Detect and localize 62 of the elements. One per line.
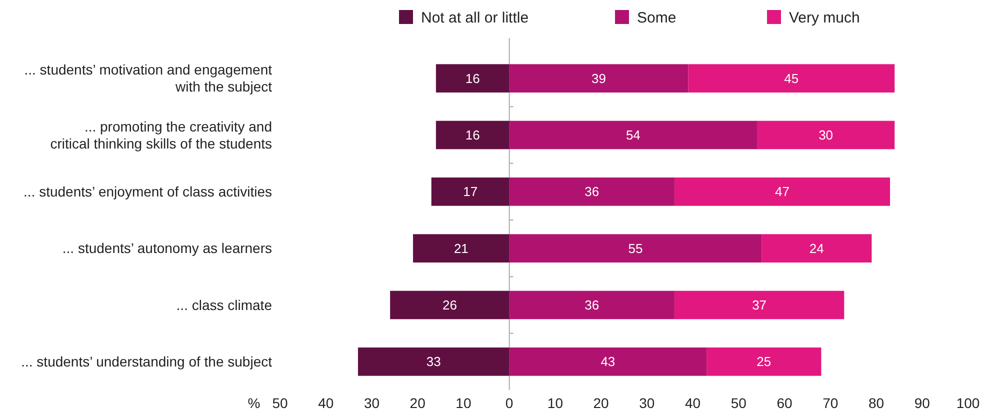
y-tick-label: ... students’ autonomy as learners bbox=[62, 240, 272, 256]
y-tick-label: ... students’ motivation and engagement with the subject bbox=[24, 62, 272, 95]
data-label: 25 bbox=[756, 354, 772, 370]
bar bbox=[413, 234, 510, 262]
x-tick-label: 100 bbox=[956, 395, 980, 411]
x-tick-label: 50 bbox=[272, 395, 288, 411]
data-label: 16 bbox=[465, 128, 480, 143]
bar bbox=[390, 290, 510, 320]
bar bbox=[688, 64, 895, 92]
x-axis-title: % bbox=[248, 395, 260, 411]
bar bbox=[431, 178, 510, 206]
x-tick-label: 90 bbox=[914, 395, 930, 411]
data-label: 21 bbox=[454, 240, 468, 256]
bar bbox=[358, 348, 510, 376]
bar bbox=[762, 234, 872, 262]
data-label: 47 bbox=[775, 184, 790, 200]
x-tick-label: 10 bbox=[547, 395, 564, 411]
x-tick-label: 20 bbox=[593, 395, 610, 411]
x-tick-label: 40 bbox=[685, 395, 701, 411]
bar bbox=[509, 348, 707, 376]
bar bbox=[509, 64, 688, 92]
data-label: 26 bbox=[442, 298, 457, 313]
legend-label: Not at all or little bbox=[421, 9, 529, 26]
x-tick-label: 30 bbox=[364, 395, 380, 411]
data-label: 37 bbox=[752, 298, 767, 313]
bar bbox=[509, 178, 674, 206]
data-label: 36 bbox=[584, 184, 600, 200]
data-label: 30 bbox=[818, 128, 834, 143]
bar bbox=[436, 120, 510, 150]
y-tick-label: ... promoting the creativity and critical thinking skills of the students bbox=[50, 118, 272, 152]
legend-label: Very much bbox=[789, 9, 860, 26]
data-label: 45 bbox=[784, 70, 799, 86]
data-label: 54 bbox=[626, 128, 640, 143]
bar bbox=[509, 290, 674, 320]
bar bbox=[757, 120, 895, 150]
bar bbox=[509, 234, 762, 262]
data-label: 55 bbox=[628, 240, 643, 256]
data-label: 24 bbox=[809, 240, 824, 256]
data-label: 43 bbox=[600, 354, 616, 370]
x-tick-label: 60 bbox=[776, 395, 793, 411]
legend-label: Some bbox=[637, 9, 676, 26]
data-label: 33 bbox=[426, 354, 441, 370]
data-label: 36 bbox=[584, 298, 600, 313]
x-tick-label: 40 bbox=[318, 395, 334, 411]
y-tick-label: ... students’ understanding of the subject bbox=[21, 354, 272, 370]
x-tick-label: 30 bbox=[639, 395, 655, 411]
x-tick-label: 20 bbox=[410, 395, 426, 411]
y-tick-label: ... students’ enjoyment of class activities bbox=[24, 184, 272, 200]
bar bbox=[674, 178, 890, 206]
data-label: 16 bbox=[465, 70, 480, 86]
x-tick-label: 80 bbox=[868, 395, 884, 411]
bar bbox=[674, 290, 844, 320]
x-tick-label: 50 bbox=[730, 395, 747, 411]
x-tick-label: 10 bbox=[456, 395, 472, 411]
bar bbox=[436, 64, 510, 92]
x-tick-label: 0 bbox=[505, 395, 514, 411]
bar bbox=[706, 348, 822, 376]
x-tick-label: 70 bbox=[822, 395, 838, 411]
data-label: 17 bbox=[463, 184, 478, 200]
y-tick-label: ... class climate bbox=[176, 296, 272, 313]
data-label: 39 bbox=[592, 70, 606, 86]
bar bbox=[509, 120, 758, 150]
